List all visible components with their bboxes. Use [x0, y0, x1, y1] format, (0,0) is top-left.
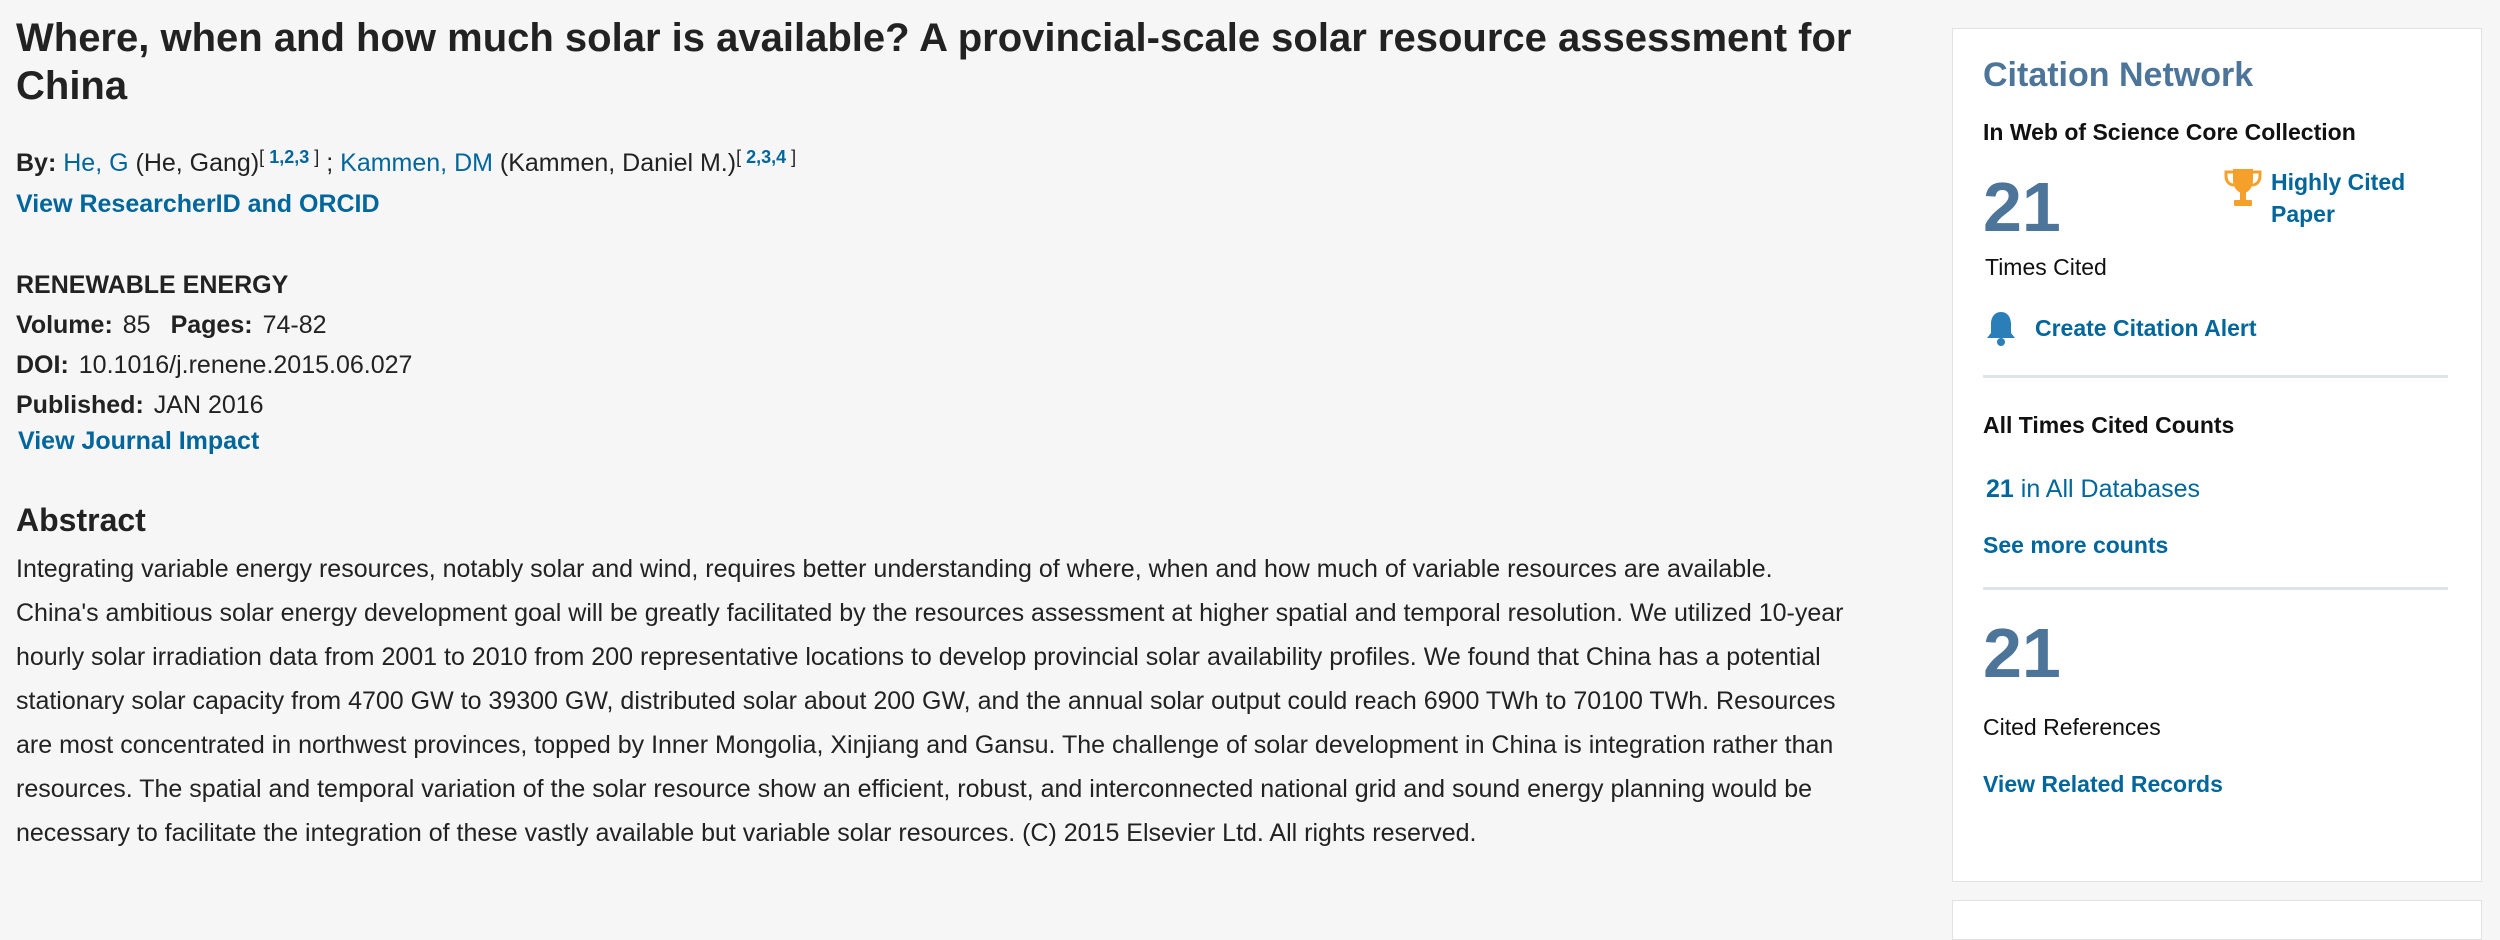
create-citation-alert-button[interactable]: Create Citation Alert: [1983, 309, 2448, 347]
times-cited-count[interactable]: 21: [1983, 168, 2061, 246]
all-times-cited-heading: All Times Cited Counts: [1983, 412, 2235, 438]
create-citation-alert-label: Create Citation Alert: [2035, 314, 2257, 341]
volume-pages-line: Volume: 85 Pages: 74-82: [16, 305, 1916, 345]
cited-references-count[interactable]: 21: [1983, 614, 2061, 692]
times-cited-row: 21 Highly Cited Paper: [1983, 166, 2448, 254]
author-link-he[interactable]: He, G: [63, 149, 129, 177]
view-related-records-link[interactable]: View Related Records: [1983, 771, 2223, 797]
authors-line: By: He, G (He, Gang)[ 1,2,3 ] ; Kammen, …: [16, 146, 1916, 180]
next-panel-edge: [1952, 900, 2482, 940]
trophy-icon: [2224, 169, 2262, 206]
sup-bracket-open: [: [736, 147, 742, 167]
affiliation-links-kammen[interactable]: 2,3,4: [746, 147, 787, 167]
pages-label: Pages:: [170, 311, 253, 339]
journal-info: RENEWABLE ENERGY Volume: 85 Pages: 74-82 DO…: [16, 265, 1916, 425]
pages-value: 74-82: [262, 311, 327, 339]
all-databases-link[interactable]: 21 in All Databases: [1986, 475, 2448, 504]
author-affiliations-he: [ 1,2,3 ]: [259, 147, 319, 167]
volume-value: 85: [122, 311, 151, 339]
author-separator: ;: [326, 149, 334, 177]
panel-divider: [1983, 587, 2448, 590]
view-journal-impact-link[interactable]: View Journal Impact: [18, 427, 260, 455]
article-record: Where, when and how much solar is availa…: [16, 0, 1916, 855]
author-affiliations-kammen: [ 2,3,4 ]: [736, 147, 796, 167]
author-fullname-he: (He, Gang): [135, 149, 260, 177]
by-label: By:: [16, 149, 57, 177]
volume-label: Volume:: [16, 311, 113, 339]
doi-label: DOI:: [16, 351, 69, 379]
times-cited-label: Times Cited: [1985, 254, 2107, 280]
journal-name: RENEWABLE ENERGY: [16, 271, 289, 299]
all-databases-count: 21: [1986, 475, 2014, 503]
author-link-kammen[interactable]: Kammen, DM: [340, 149, 493, 177]
published-line: Published: JAN 2016: [16, 385, 1916, 425]
affiliation-links-he[interactable]: 1,2,3: [269, 147, 310, 167]
highly-cited-label: Highly Cited Paper: [2271, 169, 2406, 227]
sup-bracket-open: [: [259, 147, 265, 167]
doi-value: 10.1016/j.renene.2015.06.027: [78, 351, 413, 379]
article-title: Where, when and how much solar is availa…: [16, 16, 1852, 108]
doi-line: DOI: 10.1016/j.renene.2015.06.027: [16, 345, 1916, 385]
highly-cited-badge[interactable]: Highly Cited Paper: [2223, 166, 2431, 230]
author-fullname-kammen: (Kammen, Daniel M.): [499, 149, 737, 177]
cited-references-label: Cited References: [1983, 714, 2161, 740]
bell-icon: [1987, 312, 2015, 346]
sup-bracket-close: ]: [314, 147, 320, 167]
abstract-heading: Abstract: [16, 502, 146, 538]
citation-network-title: Citation Network: [1983, 56, 2254, 94]
published-value: JAN 2016: [153, 391, 264, 419]
published-label: Published:: [16, 391, 144, 419]
panel-divider: [1983, 375, 2448, 378]
citation-network-panel: Citation Network In Web of Science Core …: [1952, 28, 2482, 882]
abstract-text: Integrating variable energy resources, n…: [16, 555, 1844, 847]
all-databases-label: in All Databases: [2020, 475, 2201, 503]
core-collection-subtitle: In Web of Science Core Collection: [1983, 119, 2356, 145]
see-more-counts-link[interactable]: See more counts: [1983, 532, 2169, 558]
sup-bracket-close: ]: [791, 147, 797, 167]
view-researcherid-link[interactable]: View ResearcherID and ORCID: [16, 190, 380, 218]
